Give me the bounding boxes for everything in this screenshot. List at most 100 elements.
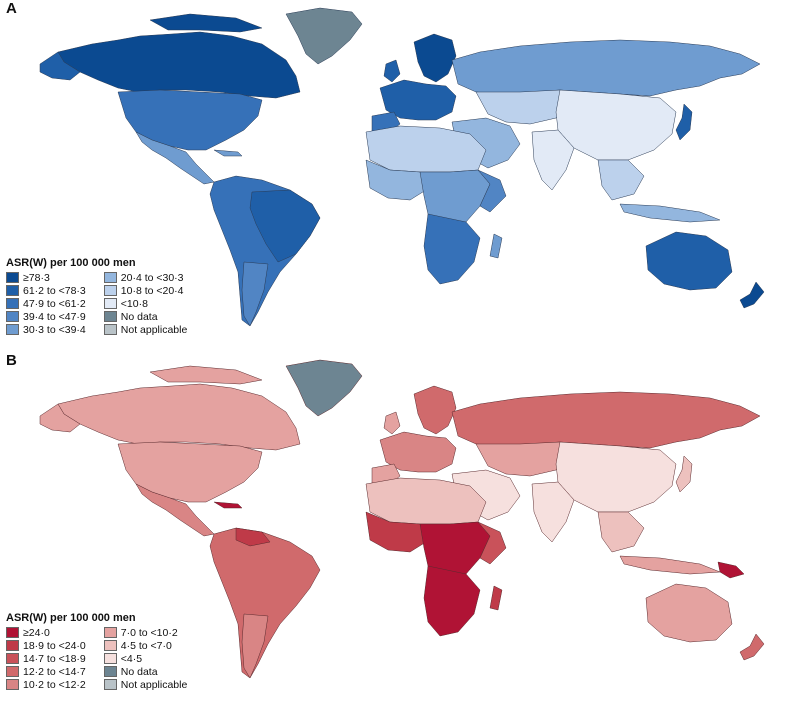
central-africa xyxy=(419,169,491,227)
legend-item: 4·5 to <7·0 xyxy=(103,639,188,652)
argentina xyxy=(241,261,269,327)
legend-label: 47·9 to <61·2 xyxy=(23,297,86,310)
legend-swatch xyxy=(103,666,117,677)
australia xyxy=(645,583,733,643)
legend-label: 10·2 to <12·2 xyxy=(23,678,86,691)
legend-title: ASR(W) per 100 000 men xyxy=(6,612,136,624)
map-panel-b: B ASR(W) per 100 000 men ≥24·0 18·9 to <… xyxy=(0,352,800,704)
new-zealand xyxy=(739,633,765,661)
venezuela xyxy=(235,527,271,547)
legend-item: 47·9 to <61·2 xyxy=(6,297,86,310)
russia xyxy=(451,391,761,449)
legend-item: Not applicable xyxy=(103,323,188,336)
legend-item: No data xyxy=(103,665,188,678)
greenland xyxy=(285,359,363,417)
legend-label: No data xyxy=(120,310,158,323)
mexico xyxy=(135,483,215,537)
legend-swatch xyxy=(103,640,117,651)
japan xyxy=(675,455,693,493)
indonesia xyxy=(619,203,721,223)
legend-swatch xyxy=(103,298,117,309)
legend-swatch xyxy=(6,679,19,690)
cuba xyxy=(213,501,243,509)
legend-swatch xyxy=(103,627,117,638)
mexico xyxy=(135,131,215,185)
legend-swatch xyxy=(6,324,19,335)
alaska xyxy=(39,403,81,433)
world-map-b xyxy=(39,359,765,679)
arctic-islands xyxy=(149,13,263,33)
legend-column-left: ≥24·0 18·9 to <24·0 14·7 to <18·9 12·2 t… xyxy=(6,626,86,691)
legend-item: 10·2 to <12·2 xyxy=(6,678,86,691)
madagascar xyxy=(489,585,503,611)
legend-item: 7·0 to <10·2 xyxy=(103,626,188,639)
central-africa xyxy=(419,521,491,579)
legend-label: 12·2 to <14·7 xyxy=(23,665,86,678)
legend-label: Not applicable xyxy=(120,323,188,336)
legend-b: ASR(W) per 100 000 men ≥24·0 18·9 to <24… xyxy=(6,612,188,691)
greenland xyxy=(285,7,363,65)
legend-item: 12·2 to <14·7 xyxy=(6,665,86,678)
legend-title: ASR(W) per 100 000 men xyxy=(6,257,136,269)
indonesia xyxy=(619,555,721,575)
legend-label: 18·9 to <24·0 xyxy=(23,639,86,652)
legend-swatch xyxy=(6,640,19,651)
china xyxy=(555,441,677,513)
legend-item: 30·3 to <39·4 xyxy=(6,323,86,336)
east-africa xyxy=(477,169,507,213)
world-map-a xyxy=(39,7,765,327)
argentina xyxy=(241,613,269,679)
legend-label: <4·5 xyxy=(120,652,143,665)
madagascar xyxy=(489,233,503,259)
legend-item: ≥24·0 xyxy=(6,626,86,639)
legend-swatch xyxy=(6,311,19,322)
legend-label: 30·3 to <39·4 xyxy=(23,323,86,336)
legend-swatch xyxy=(103,653,117,664)
legend-swatch xyxy=(6,285,19,296)
legend-label: 14·7 to <18·9 xyxy=(23,652,86,665)
legend-item: <10·8 xyxy=(103,297,188,310)
legend-swatch xyxy=(103,324,117,335)
legend-label: <10·8 xyxy=(120,297,148,310)
legend-swatch xyxy=(6,666,19,677)
arctic-islands xyxy=(149,365,263,385)
legend-item: 39·4 to <47·9 xyxy=(6,310,86,323)
southern-africa xyxy=(423,213,481,285)
legend-label: ≥78·3 xyxy=(23,271,50,284)
legend-item: 14·7 to <18·9 xyxy=(6,652,86,665)
canada xyxy=(57,31,301,99)
central-asia xyxy=(475,441,573,477)
legend-label: 61·2 to <78·3 xyxy=(23,284,86,297)
legend-swatch xyxy=(103,285,117,296)
west-africa xyxy=(365,159,427,201)
west-africa xyxy=(365,511,427,553)
usa xyxy=(117,89,263,151)
brazil xyxy=(249,189,321,263)
china xyxy=(555,89,677,161)
legend-label: 7·0 to <10·2 xyxy=(120,626,178,639)
canada xyxy=(57,383,301,451)
scandinavia xyxy=(413,385,457,435)
papua-new-guinea xyxy=(717,561,745,579)
central-asia xyxy=(475,89,573,125)
legend-label: No data xyxy=(120,665,158,678)
legend-label: 4·5 to <7·0 xyxy=(120,639,172,652)
legend-swatch xyxy=(6,653,19,664)
uk xyxy=(383,59,401,83)
legend-swatch xyxy=(103,679,117,690)
legend-label: Not applicable xyxy=(120,678,188,691)
legend-label: 39·4 to <47·9 xyxy=(23,310,86,323)
map-panel-a: A ASR(W) per 100 000 men ≥78·3 61·2 to <… xyxy=(6,0,765,336)
legend-a: ASR(W) per 100 000 men ≥78·3 61·2 to <78… xyxy=(6,257,188,336)
usa xyxy=(117,441,263,503)
southeast-asia xyxy=(597,511,645,553)
japan xyxy=(675,103,693,141)
uk xyxy=(383,411,401,435)
legend-item: No data xyxy=(103,310,188,323)
legend-item: <4·5 xyxy=(103,652,188,665)
legend-item: 18·9 to <24·0 xyxy=(6,639,86,652)
legend-item: 10·8 to <20·4 xyxy=(103,285,188,297)
legend-label: ≥24·0 xyxy=(23,626,50,639)
legend-item: Not applicable xyxy=(103,678,188,691)
panel-letter: B xyxy=(6,352,17,369)
